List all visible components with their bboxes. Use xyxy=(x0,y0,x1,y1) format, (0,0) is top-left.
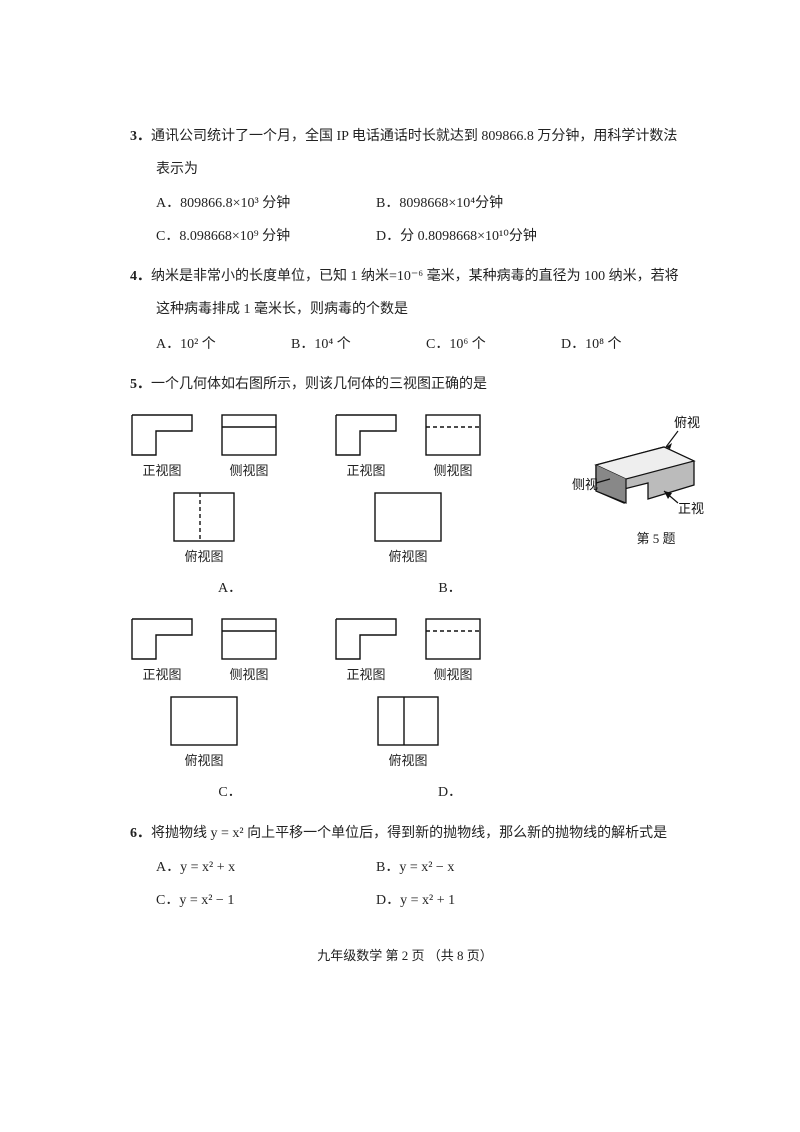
d-front-label: 正视图 xyxy=(346,663,385,688)
q6-opt-b: B．y = x² − x xyxy=(376,855,566,882)
q3-opt-c: C．8.098668×10⁹ 分钟 xyxy=(156,224,346,251)
iso-icon: 俯视 侧视 正视 xyxy=(566,413,716,533)
question-6: 6．将抛物线 y = x² 向上平移一个单位后，得到新的抛物线，那么新的抛物线的… xyxy=(130,821,680,915)
page: 3．通讯公司统计了一个月，全国 IP 电话通话时长就达到 809866.8 万分… xyxy=(0,0,800,1029)
q3-text2: 表示为 xyxy=(156,157,680,184)
q5-label-a: A． xyxy=(130,576,330,603)
q5-c-front: 正视图 xyxy=(130,617,194,688)
q3-opt-b: B．8098668×10⁴分钟 xyxy=(376,191,566,218)
svg-text:侧视: 侧视 xyxy=(572,477,598,492)
d-top-label: 俯视图 xyxy=(388,749,427,774)
a-front-label: 正视图 xyxy=(142,459,181,484)
q5-b-side: 侧视图 xyxy=(424,413,482,484)
q4-line1: 4．纳米是非常小的长度单位，已知 1 纳米=10⁻⁶ 毫米，某种病毒的直径为 1… xyxy=(130,264,680,291)
q4-num: 4． xyxy=(130,269,151,284)
b-front-label: 正视图 xyxy=(346,459,385,484)
b-side-label: 侧视图 xyxy=(433,459,472,484)
q3-text1: 通讯公司统计了一个月，全国 IP 电话通话时长就达到 809866.8 万分钟，… xyxy=(151,129,677,144)
q4-options: A．10² 个 B．10⁴ 个 C．10⁶ 个 D．10⁸ 个 xyxy=(156,332,680,359)
q5-label-c: C． xyxy=(130,780,330,807)
q5-b-front: 正视图 xyxy=(334,413,398,484)
d-front-icon xyxy=(334,617,398,661)
q5-d-top: 俯视图 xyxy=(376,695,440,774)
q4-opt-c: C．10⁶ 个 xyxy=(426,332,531,359)
a-top-label: 俯视图 xyxy=(184,545,223,570)
q3-options: A．809866.8×10³ 分钟 B．8098668×10⁴分钟 C．8.09… xyxy=(156,191,680,250)
question-3: 3．通讯公司统计了一个月，全国 IP 电话通话时长就达到 809866.8 万分… xyxy=(130,124,680,250)
q5-group-b: 正视图 侧视图 xyxy=(334,413,482,570)
c-side-label: 侧视图 xyxy=(229,663,268,688)
svg-text:正视: 正视 xyxy=(678,501,704,516)
question-4: 4．纳米是非常小的长度单位，已知 1 纳米=10⁻⁶ 毫米，某种病毒的直径为 1… xyxy=(130,264,680,358)
q6-opt-a: A．y = x² + x xyxy=(156,855,346,882)
q5-group-d: 正视图 侧视图 xyxy=(334,617,482,774)
b-front-icon xyxy=(334,413,398,457)
q4-opt-d: D．10⁸ 个 xyxy=(561,332,666,359)
q5-line: 5．一个几何体如右图所示，则该几何体的三视图正确的是 xyxy=(130,372,680,399)
q5-group-c: 正视图 侧视图 xyxy=(130,617,278,774)
c-top-label: 俯视图 xyxy=(184,749,223,774)
svg-text:俯视: 俯视 xyxy=(674,415,700,430)
q3-num: 3． xyxy=(130,129,151,144)
q3-opt-d: D．分 0.8098668×10¹⁰分钟 xyxy=(376,224,566,251)
c-front-icon xyxy=(130,617,194,661)
b-side-icon xyxy=(424,413,482,457)
b-top-icon xyxy=(373,491,443,543)
d-side-label: 侧视图 xyxy=(433,663,472,688)
q5-ab-labels-1: A． B． xyxy=(130,576,680,603)
q5-c-side: 侧视图 xyxy=(220,617,278,688)
d-side-icon xyxy=(424,617,482,661)
q6-text: 将抛物线 y = x² 向上平移一个单位后，得到新的抛物线，那么新的抛物线的解析… xyxy=(151,826,667,841)
a-front-icon xyxy=(130,413,194,457)
q4-opt-b: B．10⁴ 个 xyxy=(291,332,396,359)
q5-d-front: 正视图 xyxy=(334,617,398,688)
q6-opt-d: D．y = x² + 1 xyxy=(376,888,566,915)
q5-a-side: 侧视图 xyxy=(220,413,278,484)
q4-opt-a: A．10² 个 xyxy=(156,332,261,359)
q5-a-front: 正视图 xyxy=(130,413,194,484)
q5-group-a: 正视图 侧视图 xyxy=(130,413,278,570)
b-top-label: 俯视图 xyxy=(388,545,427,570)
q5-iso: 俯视 侧视 正视 第 5 题 xyxy=(566,413,716,552)
q3-opt-a: A．809866.8×10³ 分钟 xyxy=(156,191,346,218)
a-side-label: 侧视图 xyxy=(229,459,268,484)
q3-line1: 3．通讯公司统计了一个月，全国 IP 电话通话时长就达到 809866.8 万分… xyxy=(130,124,680,151)
q5-a-top: 俯视图 xyxy=(172,491,236,570)
q5-label-d: D． xyxy=(350,780,550,807)
a-top-icon xyxy=(172,491,236,543)
q5-b-top: 俯视图 xyxy=(373,491,443,570)
q6-line: 6．将抛物线 y = x² 向上平移一个单位后，得到新的抛物线，那么新的抛物线的… xyxy=(130,821,680,848)
q4-text2: 这种病毒排成 1 毫米长，则病毒的个数是 xyxy=(156,297,680,324)
q4-text1: 纳米是非常小的长度单位，已知 1 纳米=10⁻⁶ 毫米，某种病毒的直径为 100… xyxy=(151,269,679,284)
a-side-icon xyxy=(220,413,278,457)
q5-c-top: 俯视图 xyxy=(169,695,239,774)
q5-cd-labels: C． D． xyxy=(130,780,680,807)
q5-d-side: 侧视图 xyxy=(424,617,482,688)
question-5: 5．一个几何体如右图所示，则该几何体的三视图正确的是 正视图 xyxy=(130,372,680,807)
d-top-icon xyxy=(376,695,440,747)
iso-caption: 第 5 题 xyxy=(596,527,716,552)
c-side-icon xyxy=(220,617,278,661)
page-footer: 九年级数学 第 2 页 （共 8 页） xyxy=(130,944,680,969)
c-top-icon xyxy=(169,695,239,747)
c-front-label: 正视图 xyxy=(142,663,181,688)
q5-text: 一个几何体如右图所示，则该几何体的三视图正确的是 xyxy=(151,377,487,392)
q5-num: 5． xyxy=(130,377,151,392)
q6-num: 6． xyxy=(130,826,151,841)
q5-label-b: B． xyxy=(350,576,550,603)
q5-views: 正视图 侧视图 xyxy=(130,413,680,807)
q6-opt-c: C．y = x² − 1 xyxy=(156,888,346,915)
q6-options: A．y = x² + x B．y = x² − x C．y = x² − 1 D… xyxy=(156,855,680,914)
